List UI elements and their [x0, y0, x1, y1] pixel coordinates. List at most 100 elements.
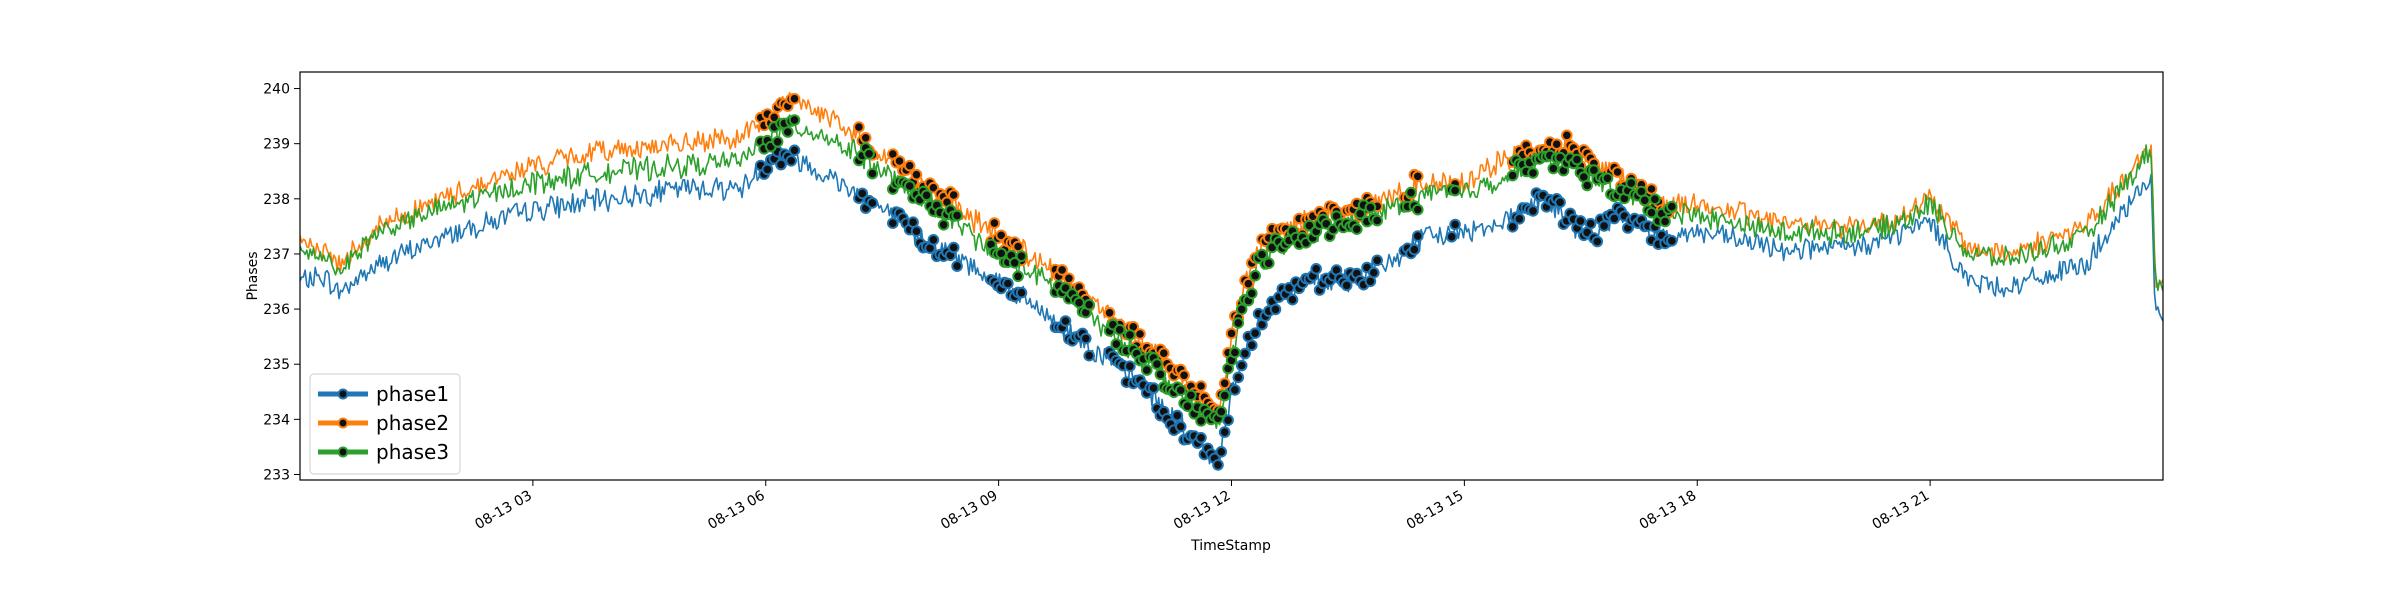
legend-label-phase1: phase1 [376, 382, 449, 406]
data-point-phase3 [1185, 389, 1197, 402]
data-point-phase1 [1174, 420, 1187, 433]
data-point-phase3 [1449, 184, 1461, 197]
data-point-phase1 [1124, 360, 1136, 373]
data-point-phase3 [1638, 194, 1651, 207]
data-point-phase1 [1171, 409, 1184, 422]
y-tick-label: 235 [263, 357, 290, 373]
data-point-phase2 [1178, 369, 1190, 382]
data-point-phase3 [1174, 384, 1187, 397]
data-point-phase3 [771, 136, 784, 148]
data-point-phase1 [1059, 315, 1072, 327]
data-point-phase3 [1229, 346, 1241, 359]
data-point-phase3 [1235, 303, 1248, 316]
data-point-phase2 [859, 132, 872, 144]
data-point-phase1 [1506, 221, 1519, 233]
data-point-phase3 [1151, 358, 1163, 370]
data-point-phase2 [1611, 166, 1624, 178]
y-tick-label: 236 [263, 302, 290, 318]
data-point-phase1 [1608, 212, 1621, 225]
data-point-phase2 [988, 217, 1001, 229]
data-point-phase1 [1218, 426, 1231, 438]
data-point-phase2 [1195, 380, 1207, 392]
data-point-phase3 [1141, 364, 1153, 376]
data-point-phase3 [1124, 329, 1136, 341]
data-point-phase2 [947, 189, 960, 201]
data-point-phase3 [1110, 338, 1123, 350]
data-point-phase1 [1212, 459, 1224, 471]
data-point-phase3 [1083, 298, 1095, 311]
data-point-phase1 [866, 197, 879, 209]
data-point-phase1 [1554, 196, 1566, 209]
data-point-phase2 [1225, 327, 1238, 340]
data-point-phase1 [1368, 266, 1380, 279]
data-point-phase1 [947, 241, 960, 254]
data-point-phase1 [1249, 327, 1261, 340]
data-point-phase2 [893, 155, 906, 167]
data-point-phase1 [1445, 231, 1458, 243]
y-axis-label: Phases [245, 251, 261, 300]
data-point-phase1 [1513, 213, 1526, 225]
data-point-phase1 [1371, 254, 1383, 267]
data-point-phase1 [1310, 263, 1322, 275]
y-tick-label: 239 [263, 137, 290, 153]
data-point-phase1 [1222, 414, 1234, 427]
data-point-phase3 [920, 189, 933, 202]
data-point-phase2 [1063, 272, 1075, 285]
data-point-phase1 [1235, 359, 1248, 372]
legend: phase1 phase2 phase3 [309, 373, 461, 475]
data-point-phase3 [1625, 177, 1637, 189]
data-point-phase3 [1659, 215, 1671, 228]
data-point-phase2 [788, 92, 801, 105]
data-point-phase1 [1527, 205, 1539, 217]
data-point-phase1 [887, 217, 899, 229]
y-tick-label: 234 [263, 412, 290, 428]
data-point-phase1 [1147, 382, 1160, 394]
data-point-phase3 [788, 114, 801, 126]
data-point-phase1 [1449, 218, 1461, 231]
data-point-phase1 [1340, 279, 1353, 292]
data-point-phase2 [853, 121, 865, 133]
data-point-phase3 [1601, 172, 1614, 185]
data-point-phase1 [951, 260, 963, 272]
data-point-phase1 [1598, 220, 1610, 232]
legend-marker-phase3 [337, 446, 349, 458]
data-point-phase2 [1134, 328, 1146, 340]
data-point-phase1 [1591, 235, 1604, 248]
data-point-phase3 [1249, 269, 1261, 282]
data-point-phase3 [1215, 405, 1228, 418]
data-point-phase2 [1158, 347, 1170, 360]
y-tick-label: 240 [263, 82, 290, 98]
legend-marker-phase1 [337, 388, 349, 400]
data-point-phase1 [1229, 384, 1241, 396]
data-point-phase1 [856, 187, 869, 200]
data-point-phase3 [1364, 201, 1377, 214]
data-point-phase3 [1113, 324, 1126, 336]
data-point-phase3 [1645, 206, 1658, 219]
data-point-phase2 [1561, 129, 1573, 142]
data-point-phase3 [1547, 162, 1560, 175]
data-point-phase1 [788, 144, 801, 157]
data-point-phase1 [1408, 243, 1421, 256]
data-point-phase1 [927, 234, 940, 246]
legend-label-phase3: phase3 [376, 440, 449, 464]
data-point-phase1 [1232, 371, 1245, 384]
data-point-phase3 [1412, 203, 1424, 216]
data-point-phase2 [910, 168, 923, 181]
legend-label-phase2: phase2 [376, 411, 449, 435]
data-point-phase3 [1218, 389, 1231, 402]
data-point-phase3 [1232, 317, 1245, 329]
data-point-phase1 [1015, 286, 1028, 299]
data-point-phase3 [903, 180, 916, 192]
data-point-phase1 [1666, 235, 1678, 247]
data-point-phase1 [785, 155, 798, 167]
data-point-phase1 [1246, 339, 1258, 352]
data-point-phase3 [1008, 257, 1021, 269]
data-point-phase3 [1666, 200, 1678, 213]
data-point-phase1 [1215, 446, 1228, 458]
data-point-phase3 [1405, 186, 1417, 199]
data-point-phase3 [1263, 257, 1275, 270]
markers-phase3 [754, 114, 1678, 427]
data-point-phase3 [937, 219, 950, 231]
